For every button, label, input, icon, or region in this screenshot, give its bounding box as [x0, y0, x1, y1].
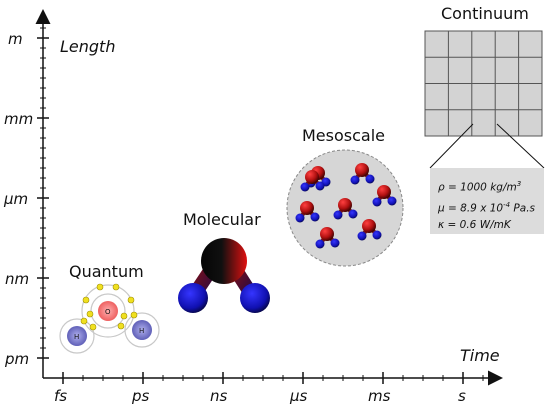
y-axis-title: Length — [60, 37, 115, 56]
x-tick-ms: ms — [368, 387, 391, 405]
continuum-label: Continuum — [441, 4, 529, 23]
y-tick-m: m — [8, 30, 23, 48]
x-tick-fs: fs — [54, 387, 67, 405]
x-tick-ps: ps — [131, 387, 150, 405]
quantum-illustration: Quantum O H H — [59, 262, 160, 354]
x-axis-title: Time — [460, 346, 500, 365]
continuum-properties: ρ = 1000 kg/m3 μ = 8.9 x 10-4 Pa.s κ = 0… — [430, 168, 544, 234]
continuum-illustration: Continuum — [424, 4, 545, 169]
hydrogen-atom-left — [178, 283, 208, 313]
oxygen-nucleus — [98, 301, 118, 321]
electrons — [80, 283, 138, 331]
oxygen-atom — [201, 238, 247, 284]
hydrogen-symbol-left: H — [74, 333, 79, 341]
density-property: ρ = 1000 kg/m3 — [438, 180, 522, 194]
mesoscale-illustration: Mesoscale — [286, 126, 404, 267]
mesoscale-label: Mesoscale — [302, 126, 385, 145]
quantum-label: Quantum — [69, 262, 144, 281]
x-tick-us: µs — [289, 387, 308, 405]
viscosity-property: μ = 8.9 x 10-4 Pa.s — [438, 200, 536, 215]
molecular-illustration: Molecular — [178, 210, 270, 313]
conductivity-property: κ = 0.6 W/mK — [438, 219, 511, 231]
axes: m mm µm nm pm fs ps ns µs ms s Length Ti… — [3, 9, 503, 405]
y-tick-pm: pm — [4, 350, 29, 368]
hydrogen-atom-right — [240, 283, 270, 313]
hydrogen-nucleus-left — [67, 326, 87, 346]
x-tick-ns: ns — [210, 387, 228, 405]
oxygen-symbol: O — [105, 308, 111, 316]
x-tick-s: s — [458, 387, 466, 405]
hydrogen-nucleus-right — [132, 320, 152, 340]
hydrogen-symbol-right: H — [139, 327, 144, 335]
molecular-label: Molecular — [183, 210, 261, 229]
y-tick-mm: mm — [4, 110, 33, 128]
y-tick-um: µm — [3, 190, 28, 208]
y-tick-nm: nm — [5, 270, 29, 288]
